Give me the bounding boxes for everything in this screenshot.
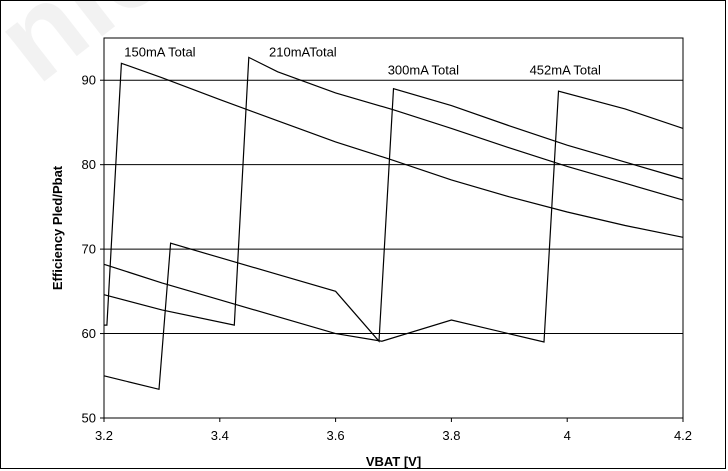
y-tick-label: 80: [82, 157, 96, 172]
x-tick-label: 3.6: [327, 428, 345, 443]
x-axis-title: VBAT [V]: [366, 454, 421, 469]
series-line-4: [103, 90, 684, 343]
y-tick-label: 90: [82, 73, 96, 88]
annotations: 150mA Total 210mATotal 300mA Total 452mA To…: [124, 45, 601, 78]
series-line-1: [104, 62, 684, 326]
y-tick-label: 70: [82, 242, 96, 257]
y-tick-label: 60: [82, 326, 96, 341]
annotation-1: 150mA Total: [124, 45, 195, 60]
y-tick-label: 50: [82, 411, 96, 426]
annotation-4: 452mA Total: [530, 62, 601, 77]
y-axis-title: Efficiency Pled/Pbat: [50, 165, 65, 290]
grid-lines: [104, 79, 683, 335]
series-line-3: [103, 87, 684, 391]
plot-area: [103, 37, 684, 419]
x-tick-label: 3.8: [442, 428, 460, 443]
x-tick-label: 3.2: [95, 428, 113, 443]
annotation-2: 210mATotal: [269, 45, 337, 60]
series-lines: [103, 56, 684, 391]
x-axis: 3.2 3.4 3.6 3.8 4 4.2: [95, 418, 692, 443]
y-axis: 50 60 70 80 90: [82, 73, 104, 426]
series-line-2: [103, 56, 684, 326]
annotation-3: 300mA Total: [388, 62, 459, 77]
x-tick-label: 3.4: [211, 428, 229, 443]
x-tick-label: 4.2: [674, 428, 692, 443]
x-tick-label: 4: [564, 428, 571, 443]
